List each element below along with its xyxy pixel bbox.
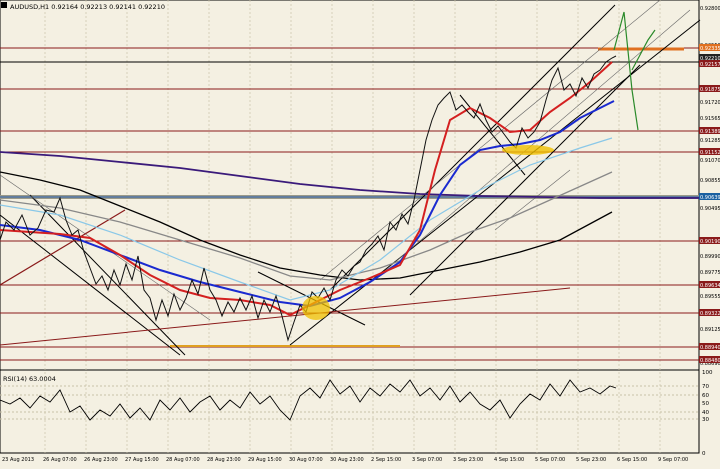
price-tag — [699, 237, 720, 244]
price-tag — [699, 309, 720, 316]
price-axis-label: 0.91875 — [700, 87, 720, 93]
time-axis-label: 29 Aug 15:00 — [248, 457, 282, 463]
rsi-axis-label: 50 — [702, 401, 709, 407]
price-tag — [699, 54, 720, 61]
price-axis-label: 0.91152 — [700, 150, 720, 156]
price-tag — [699, 44, 720, 51]
time-axis-label: 9 Sep 07:00 — [658, 457, 688, 463]
price-tag — [699, 60, 720, 67]
price-tag — [699, 343, 720, 350]
price-axis-label: 0.92800 — [700, 6, 720, 12]
rsi-axis-label: 0 — [702, 451, 706, 457]
time-axis-label: 5 Sep 07:00 — [535, 457, 565, 463]
time-axis-label: 2 Sep 15:00 — [371, 457, 401, 463]
price-axis-label: 0.91285 — [700, 138, 720, 144]
rsi-label: RSI(14) 63.0004 — [3, 375, 56, 383]
price-axis-label: 0.92157 — [700, 62, 720, 68]
ema-lightblue-line — [0, 137, 613, 301]
rsi-axis-label: 40 — [702, 410, 709, 416]
price-axis-label: 0.89125 — [700, 327, 720, 333]
price-axis-label: 0.89555 — [700, 294, 720, 300]
price-tag — [699, 85, 720, 92]
ema-mid-line — [0, 100, 615, 308]
price-axis-label: 0.92335 — [700, 46, 720, 52]
rsi-axis-label: 60 — [702, 393, 709, 399]
price-axis-label: 0.88480 — [700, 358, 720, 364]
time-axis-label: 6 Sep 15:00 — [617, 457, 647, 463]
wave-projection — [613, 11, 656, 131]
pullback-zone-marker — [502, 145, 554, 155]
price-axis-label: 0.88940 — [700, 345, 720, 351]
time-axis-label: 30 Aug 23:00 — [330, 457, 364, 463]
rsi-panel: RSI(14) 63.0004 — [0, 375, 699, 421]
price-axis-label: 0.91389 — [700, 129, 720, 135]
price-axis-label: 0.89775 — [700, 270, 720, 276]
time-axis-label: 3 Sep 07:00 — [412, 457, 442, 463]
rsi-axis-label: 100 — [702, 370, 713, 376]
price-series — [0, 55, 617, 342]
rsi-axis-label: 30 — [702, 417, 709, 423]
rsi-axis-label: 70 — [702, 384, 709, 390]
ema-slow-line — [0, 171, 613, 281]
ema-grey-line — [0, 171, 613, 281]
price-axis-label: 0.90495 — [700, 206, 720, 212]
price-axis-label: 0.91565 — [700, 116, 720, 122]
ema-fast-line — [0, 61, 613, 317]
price-axis-label: 0.89990 — [700, 254, 720, 260]
price-axis-label: 0.90639 — [700, 195, 720, 201]
symbol-marker-icon — [1, 2, 7, 8]
price-axis[interactable]: 0.928000.925500.923350.922100.921570.918… — [699, 6, 720, 367]
time-axis-label: 30 Aug 07:00 — [289, 457, 323, 463]
price-tag — [699, 356, 720, 363]
time-axis-label: 3 Sep 23:00 — [453, 457, 483, 463]
price-axis-label: 0.88690 — [700, 361, 720, 367]
price-tag — [699, 281, 720, 288]
time-axis-label: 23 Aug 2013 — [2, 457, 34, 463]
price-axis-label: 0.90190 — [700, 239, 720, 245]
buy-zone-marker — [302, 296, 330, 320]
time-axis-label: 26 Aug 23:00 — [84, 457, 118, 463]
ema-long-line — [0, 151, 699, 199]
price-axis-label: 0.90855 — [700, 178, 720, 184]
price-tag — [699, 127, 720, 134]
time-axis-label: 4 Sep 15:00 — [494, 457, 524, 463]
price-tag — [699, 193, 720, 200]
price-axis-label: 0.89634 — [700, 283, 720, 289]
rsi-line — [0, 379, 617, 421]
time-axis-label: 26 Aug 07:00 — [43, 457, 77, 463]
time-axis-label: 27 Aug 15:00 — [125, 457, 159, 463]
price-tag — [699, 148, 720, 155]
time-grid — [44, 0, 661, 453]
price-axis-label: 0.92210 — [700, 56, 720, 62]
time-axis[interactable]: 23 Aug 2013 26 Aug 07:00 26 Aug 23:00 27 Au… — [2, 457, 688, 463]
price-axis-label: 0.91720 — [700, 100, 720, 106]
symbol-header: AUDUSD,H1 0.92164 0.92213 0.92141 0.9221… — [10, 3, 165, 11]
price-axis-label: 0.91070 — [700, 158, 720, 164]
time-axis-label: 5 Sep 23:00 — [576, 457, 606, 463]
time-axis-label: 28 Aug 23:00 — [207, 457, 241, 463]
time-axis-label: 28 Aug 07:00 — [166, 457, 200, 463]
price-axis-label: 0.89322 — [700, 311, 720, 317]
